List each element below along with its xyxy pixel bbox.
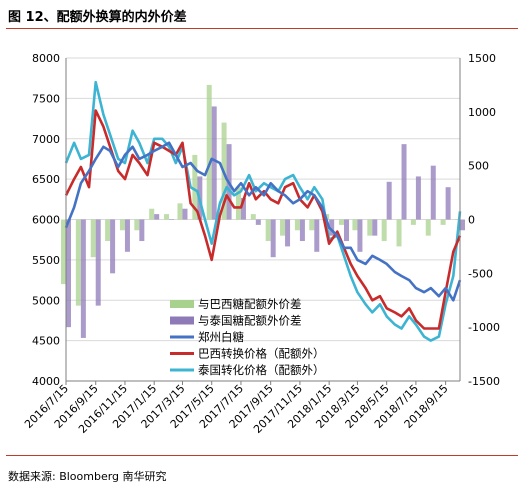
spread-bar [95, 219, 101, 306]
spread-bar [110, 219, 116, 274]
spread-bar [285, 219, 291, 247]
figure-title: 图 12、配额外换算的内外价差 [8, 10, 187, 25]
y-right-tick-label: -1000 [468, 321, 500, 334]
title-rule [6, 28, 518, 29]
spread-bar [119, 219, 125, 231]
spread-bar [339, 219, 345, 225]
spread-bar [344, 219, 350, 242]
spread-bar [61, 219, 66, 285]
spread-bar [177, 203, 183, 220]
y-right-tick-label: 1000 [468, 106, 496, 119]
spread-bar [415, 176, 421, 220]
legend-label: 与泰国糖配额外价差 [198, 314, 302, 328]
spread-bar [66, 219, 71, 328]
spread-bar [255, 219, 261, 225]
spread-bar [299, 219, 305, 242]
spread-bar [270, 219, 276, 258]
y-left-tick-label: 6500 [32, 173, 60, 186]
y-left-tick-label: 4000 [32, 375, 60, 388]
spread-bar [250, 214, 256, 220]
spread-bar [329, 219, 335, 236]
spread-bar [410, 219, 416, 225]
spread-bar [367, 219, 373, 236]
spread-bar [139, 219, 145, 242]
y-right-tick-label: -1500 [468, 375, 500, 388]
legend-label: 与巴西糖配额外价差 [198, 297, 302, 311]
series-line-1 [64, 109, 462, 330]
y-left-tick-label: 5000 [32, 294, 60, 307]
spread-bar [401, 144, 407, 220]
spread-bar [460, 219, 465, 231]
spread-bar [164, 214, 170, 220]
legend-swatch [170, 316, 194, 325]
series-line-0 [64, 141, 462, 302]
y-left-tick-label: 7000 [32, 133, 60, 146]
price-lines [64, 80, 462, 342]
y-left-tick-label: 7500 [32, 92, 60, 105]
y-left-tick-label: 8000 [32, 52, 60, 65]
y-right-tick-label: 0 [468, 214, 475, 227]
spread-bar [372, 219, 378, 236]
spread-bar [90, 219, 96, 258]
source-note: 数据来源: Bloomberg 南华研究 [8, 470, 167, 483]
spread-bar [381, 219, 387, 242]
legend-swatch [170, 300, 194, 308]
spread-bar [240, 197, 246, 220]
spread-bar [445, 187, 451, 220]
y-right-tick-label: 500 [468, 160, 489, 173]
spread-bar [280, 219, 286, 236]
y-left-tick-label: 6000 [32, 214, 60, 227]
spread-bar [440, 219, 446, 225]
spread-bar [386, 181, 392, 220]
spread-bar [235, 187, 241, 220]
spread-bar [182, 208, 188, 220]
spread-chart: 400045005000550060006500700075008000-150… [22, 52, 500, 436]
legend-label: 泰国转化价格（配额外） [198, 363, 325, 377]
spread-bar [265, 219, 271, 242]
y-right-tick-label: -500 [468, 267, 493, 280]
spread-bar [154, 214, 160, 220]
spread-bar [134, 219, 140, 231]
spread-bar [357, 219, 363, 252]
spread-bar [352, 219, 358, 231]
spread-bar [206, 84, 212, 220]
spread-bar [169, 219, 175, 220]
spread-bar [105, 219, 111, 242]
spread-bar [425, 219, 431, 236]
spread-bar [149, 208, 155, 220]
legend-label: 郑州白糖 [198, 330, 244, 344]
spread-bar [430, 165, 436, 220]
spread-bar [192, 154, 198, 220]
spread-bar [124, 219, 130, 252]
spread-bar [396, 219, 402, 247]
spread-bar [75, 219, 81, 306]
y-right-tick-label: 1500 [468, 52, 496, 65]
y-left-tick-label: 4500 [32, 335, 60, 348]
spread-bar [80, 219, 86, 338]
source-rule [6, 455, 518, 456]
spread-bar [455, 219, 460, 220]
y-left-tick-label: 5500 [32, 254, 60, 267]
spread-bar [314, 219, 320, 252]
spread-bar [211, 106, 217, 220]
spread-bar [309, 219, 315, 231]
legend-label: 巴西转换价格（配额外） [198, 347, 325, 361]
series-line-2 [64, 80, 462, 342]
spread-bar [294, 219, 300, 231]
